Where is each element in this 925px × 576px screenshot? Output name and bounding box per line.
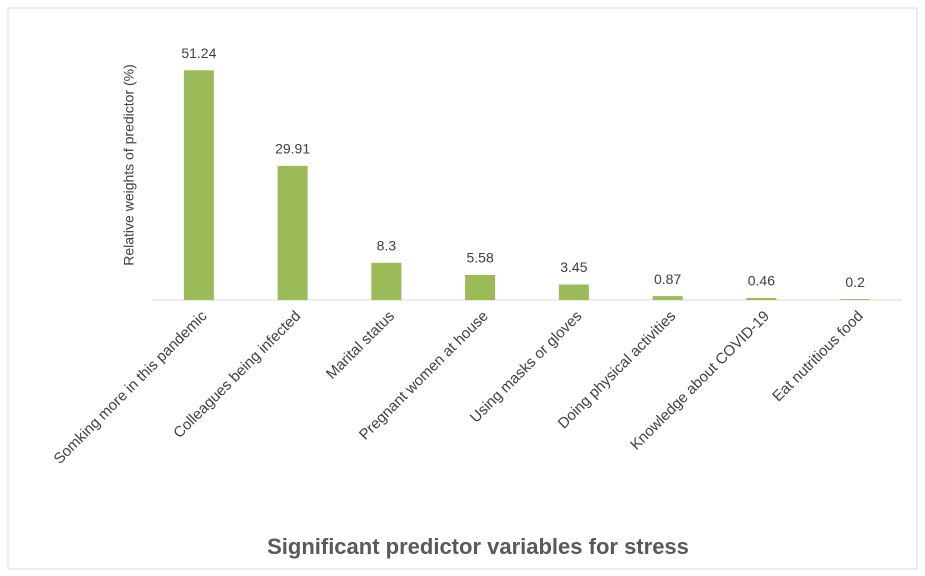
- data-label: 0.2: [845, 274, 865, 290]
- data-label: 29.91: [275, 141, 310, 157]
- data-label: 0.87: [654, 271, 681, 287]
- data-label: 8.3: [377, 237, 397, 253]
- data-label: 51.24: [181, 45, 216, 61]
- bar: [465, 274, 496, 300]
- data-label: 0.46: [748, 273, 775, 289]
- bar: [277, 165, 308, 300]
- chart-border: [7, 7, 918, 570]
- bar: [183, 70, 214, 300]
- bar: [371, 262, 402, 300]
- bar: [558, 284, 589, 300]
- data-label: 5.58: [467, 250, 494, 266]
- bar: [652, 296, 683, 300]
- bar: [840, 299, 871, 300]
- y-axis-title: Relative weights of predictor (%): [121, 64, 137, 266]
- bar: [746, 297, 777, 300]
- x-axis-title: Significant predictor variables for stre…: [267, 534, 689, 559]
- data-label: 3.45: [560, 259, 587, 275]
